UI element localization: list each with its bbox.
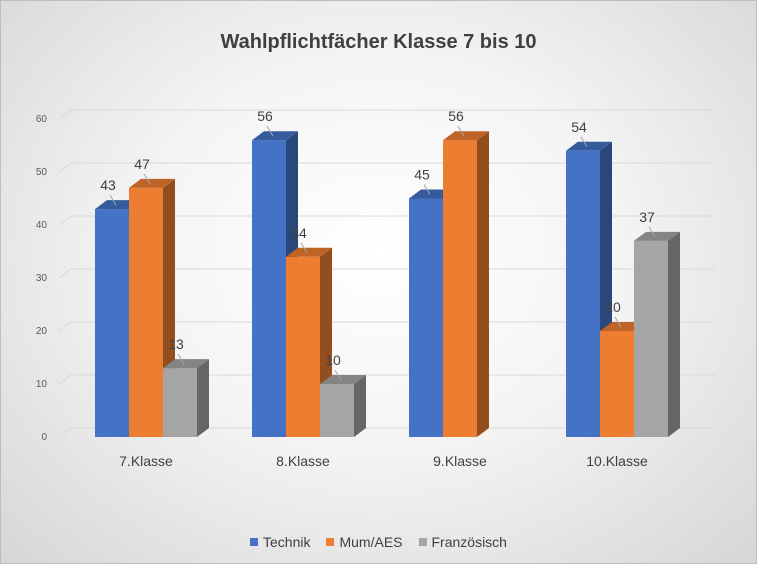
gridline: [58, 109, 72, 120]
bar: [252, 140, 286, 437]
data-label-leader: [143, 173, 151, 185]
bar: [409, 198, 443, 437]
bar-top: [129, 178, 175, 188]
data-label-leader: [580, 136, 588, 148]
bar: [129, 187, 163, 437]
gridline: [58, 427, 72, 438]
bar-side: [354, 375, 366, 437]
bar: [320, 384, 354, 437]
bar-side: [668, 231, 680, 437]
data-label-leader: [266, 125, 274, 137]
bar: [443, 140, 477, 437]
bar-top: [320, 375, 366, 384]
data-label: 56: [257, 108, 273, 124]
data-label-leader: [423, 184, 431, 195]
y-tick-label: 40: [36, 220, 48, 231]
gridline: [58, 268, 72, 279]
data-label: 13: [168, 336, 184, 352]
bar-top: [252, 131, 298, 141]
legend-swatch: [250, 538, 259, 546]
bar: [600, 331, 634, 437]
bar: [95, 209, 129, 437]
y-tick-label: 60: [36, 114, 48, 125]
data-label: 37: [639, 209, 655, 225]
x-tick-label: 10.Klasse: [586, 453, 648, 469]
data-label-leader: [300, 242, 308, 254]
gridline: [58, 215, 72, 226]
legend-item: Französisch: [418, 534, 507, 550]
data-label: 56: [448, 108, 464, 124]
legend-swatch: [418, 538, 427, 546]
legend-label: Französisch: [431, 534, 507, 550]
legend-label: Technik: [263, 534, 311, 550]
data-label-leader: [177, 353, 185, 365]
bar: [286, 256, 320, 437]
bar-side: [197, 359, 209, 437]
chart-title: Wahlpflichtfächer Klasse 7 bis 10: [220, 31, 537, 53]
bar-top: [566, 141, 612, 151]
data-label-leader: [457, 125, 465, 137]
data-label: 10: [325, 352, 341, 368]
x-tick-label: 7.Klasse: [119, 453, 173, 469]
legend-swatch: [326, 538, 335, 546]
x-tick-label: 9.Klasse: [433, 453, 487, 469]
bar-top: [443, 131, 489, 141]
bar-top: [286, 247, 332, 257]
gridline: [58, 162, 72, 173]
bar-top: [163, 359, 209, 369]
bar-top: [634, 231, 680, 241]
data-label-leader: [109, 194, 117, 206]
data-label: 54: [571, 119, 587, 135]
gridline: [58, 374, 72, 385]
bar: [163, 368, 197, 437]
data-label-leader: [614, 316, 622, 328]
gridline: [58, 321, 72, 332]
y-tick-label: 50: [36, 167, 48, 178]
y-tick-label: 20: [36, 326, 48, 337]
data-label-leader: [648, 226, 656, 238]
legend-item: Technik: [250, 534, 310, 550]
bar: [566, 150, 600, 438]
legend-item: Mum/AES: [326, 534, 403, 550]
data-label-leader: [334, 369, 342, 381]
data-label: 47: [134, 156, 150, 172]
data-label: 34: [291, 225, 307, 241]
y-tick-label: 30: [36, 273, 48, 284]
x-tick-label: 8.Klasse: [276, 453, 330, 469]
bar-side: [477, 131, 489, 437]
legend-label: Mum/AES: [339, 534, 403, 550]
y-tick-label: 0: [41, 432, 47, 443]
bar: [634, 240, 668, 437]
data-label: 43: [100, 177, 116, 193]
y-tick-label: 10: [36, 379, 48, 390]
data-label: 45: [414, 167, 430, 183]
data-label: 20: [605, 299, 621, 315]
legend: Technik Mum/AES Französisch: [1, 534, 756, 550]
